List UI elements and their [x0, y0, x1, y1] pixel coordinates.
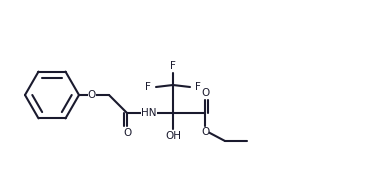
Text: F: F — [145, 82, 151, 92]
Text: O: O — [201, 127, 209, 137]
Text: O: O — [88, 90, 96, 100]
Text: O: O — [123, 128, 131, 138]
Text: HN: HN — [141, 108, 157, 118]
Text: F: F — [170, 61, 176, 71]
Text: F: F — [195, 82, 201, 92]
Text: O: O — [201, 88, 209, 98]
Text: OH: OH — [165, 131, 181, 141]
